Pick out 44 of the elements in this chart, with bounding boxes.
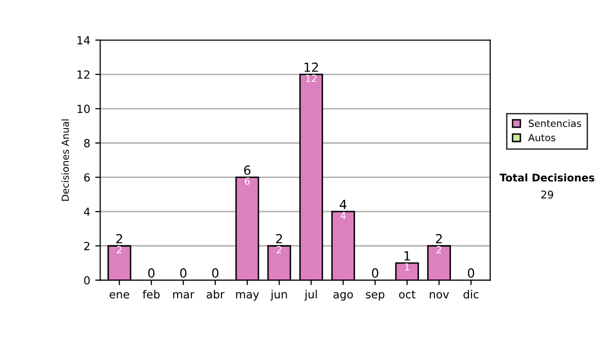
- y-tick-label: 8: [84, 138, 90, 148]
- data-label: 2: [436, 246, 442, 254]
- y-tick-label: 12: [78, 70, 90, 79]
- total-label: 2: [116, 234, 122, 244]
- y-tick-label: 6: [84, 173, 90, 182]
- total-label: 4: [340, 200, 346, 209]
- total-label: 2: [436, 234, 442, 244]
- x-tick-label: sep: [366, 292, 384, 301]
- data-label: 4: [340, 212, 346, 219]
- text: Total Decisiones: [500, 173, 594, 182]
- data-label: 2: [117, 246, 122, 254]
- x-tick-label: nov: [430, 292, 449, 298]
- legend-label: Sentencias: [528, 119, 582, 128]
- data-label: 1: [405, 263, 410, 270]
- y-tick-label: 10: [78, 104, 90, 114]
- x-tick-label: dic: [464, 290, 478, 298]
- total-label: 0: [180, 268, 186, 278]
- x-tick-label: may: [236, 292, 260, 301]
- data-label: 12: [306, 74, 316, 82]
- x-tick-label: ago: [333, 292, 353, 301]
- y-tick-label: 0: [84, 276, 90, 285]
- total-label: 0: [212, 268, 218, 278]
- x-tick-label: mar: [173, 292, 194, 298]
- y-tick-label: 2: [84, 242, 90, 250]
- x-tick-label: jun: [270, 290, 287, 301]
- total-label: 12: [304, 62, 318, 72]
- x-tick-label: jul: [304, 290, 317, 301]
- total-label: 6: [244, 165, 250, 175]
- total-label: 0: [148, 268, 154, 278]
- text: 29: [541, 190, 554, 199]
- y-axis-title: Decisiones Anual: [61, 119, 69, 201]
- y-tick-label: 14: [78, 36, 90, 44]
- legend-label: Autos: [528, 134, 556, 142]
- total-label: 1: [404, 251, 410, 260]
- total-label: 0: [372, 268, 378, 278]
- total-label: 2: [276, 234, 282, 244]
- x-tick-label: oct: [399, 290, 416, 298]
- x-tick-label: feb: [142, 290, 160, 298]
- data-label: 6: [244, 177, 250, 185]
- x-tick-label: ene: [110, 292, 130, 298]
- total-label: 0: [468, 268, 474, 278]
- data-label: 2: [276, 246, 282, 254]
- x-tick-label: abr: [206, 290, 224, 298]
- y-tick-label: 4: [84, 208, 90, 216]
